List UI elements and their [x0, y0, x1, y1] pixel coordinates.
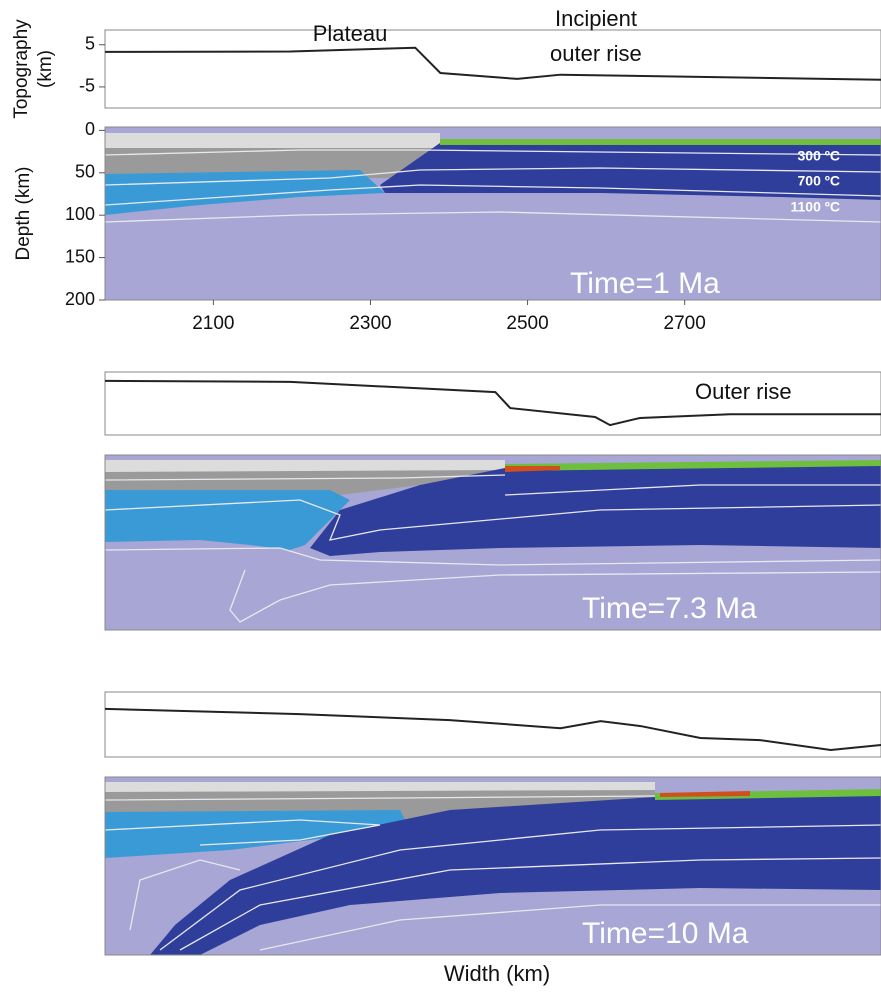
y-tick-label: 100 [65, 204, 95, 224]
section-2-layers [104, 455, 881, 630]
x-axis-label: Width (km) [444, 961, 550, 986]
x-tick-label: 2300 [349, 313, 391, 334]
annotation: Outer rise [695, 379, 792, 404]
annotation: 1100 ºC [791, 199, 841, 215]
y-tick-label: 5 [85, 34, 95, 54]
x-tick-label: 2700 [664, 313, 706, 334]
panel-frame [104, 691, 881, 758]
panel-frame [104, 776, 881, 956]
section-3-layers [104, 777, 881, 955]
x-tick-label: 2500 [506, 313, 548, 334]
topography-line [104, 707, 881, 751]
panel-frame [104, 126, 881, 301]
time-label: Time=1 Ma [570, 267, 720, 300]
panel-frame [104, 454, 881, 631]
y-axis-label: (km) [35, 50, 56, 88]
topography-line [104, 46, 881, 81]
y-tick-label: 150 [65, 246, 95, 266]
y-tick-label: 0 [85, 119, 95, 139]
y-axis-label: Topography [11, 19, 32, 119]
topography-line [104, 379, 881, 427]
panel-frame [104, 29, 881, 109]
time-label: Time=10 Ma [582, 917, 749, 950]
annotation: 700 ºC [798, 173, 840, 189]
annotation: Plateau [313, 21, 388, 46]
panel-frame [104, 371, 881, 436]
y-tick-label: 200 [65, 289, 95, 309]
section-1-layers [104, 127, 881, 300]
y-tick-label: -5 [79, 76, 95, 96]
annotation: outer rise [550, 41, 642, 66]
x-tick-label: 2100 [192, 313, 234, 334]
annotation: Incipient [555, 6, 637, 31]
y-tick-label: 50 [75, 162, 95, 182]
time-label: Time=7.3 Ma [582, 592, 757, 625]
y-axis-label: Depth (km) [13, 167, 34, 261]
annotation: 300 ºC [798, 148, 840, 164]
